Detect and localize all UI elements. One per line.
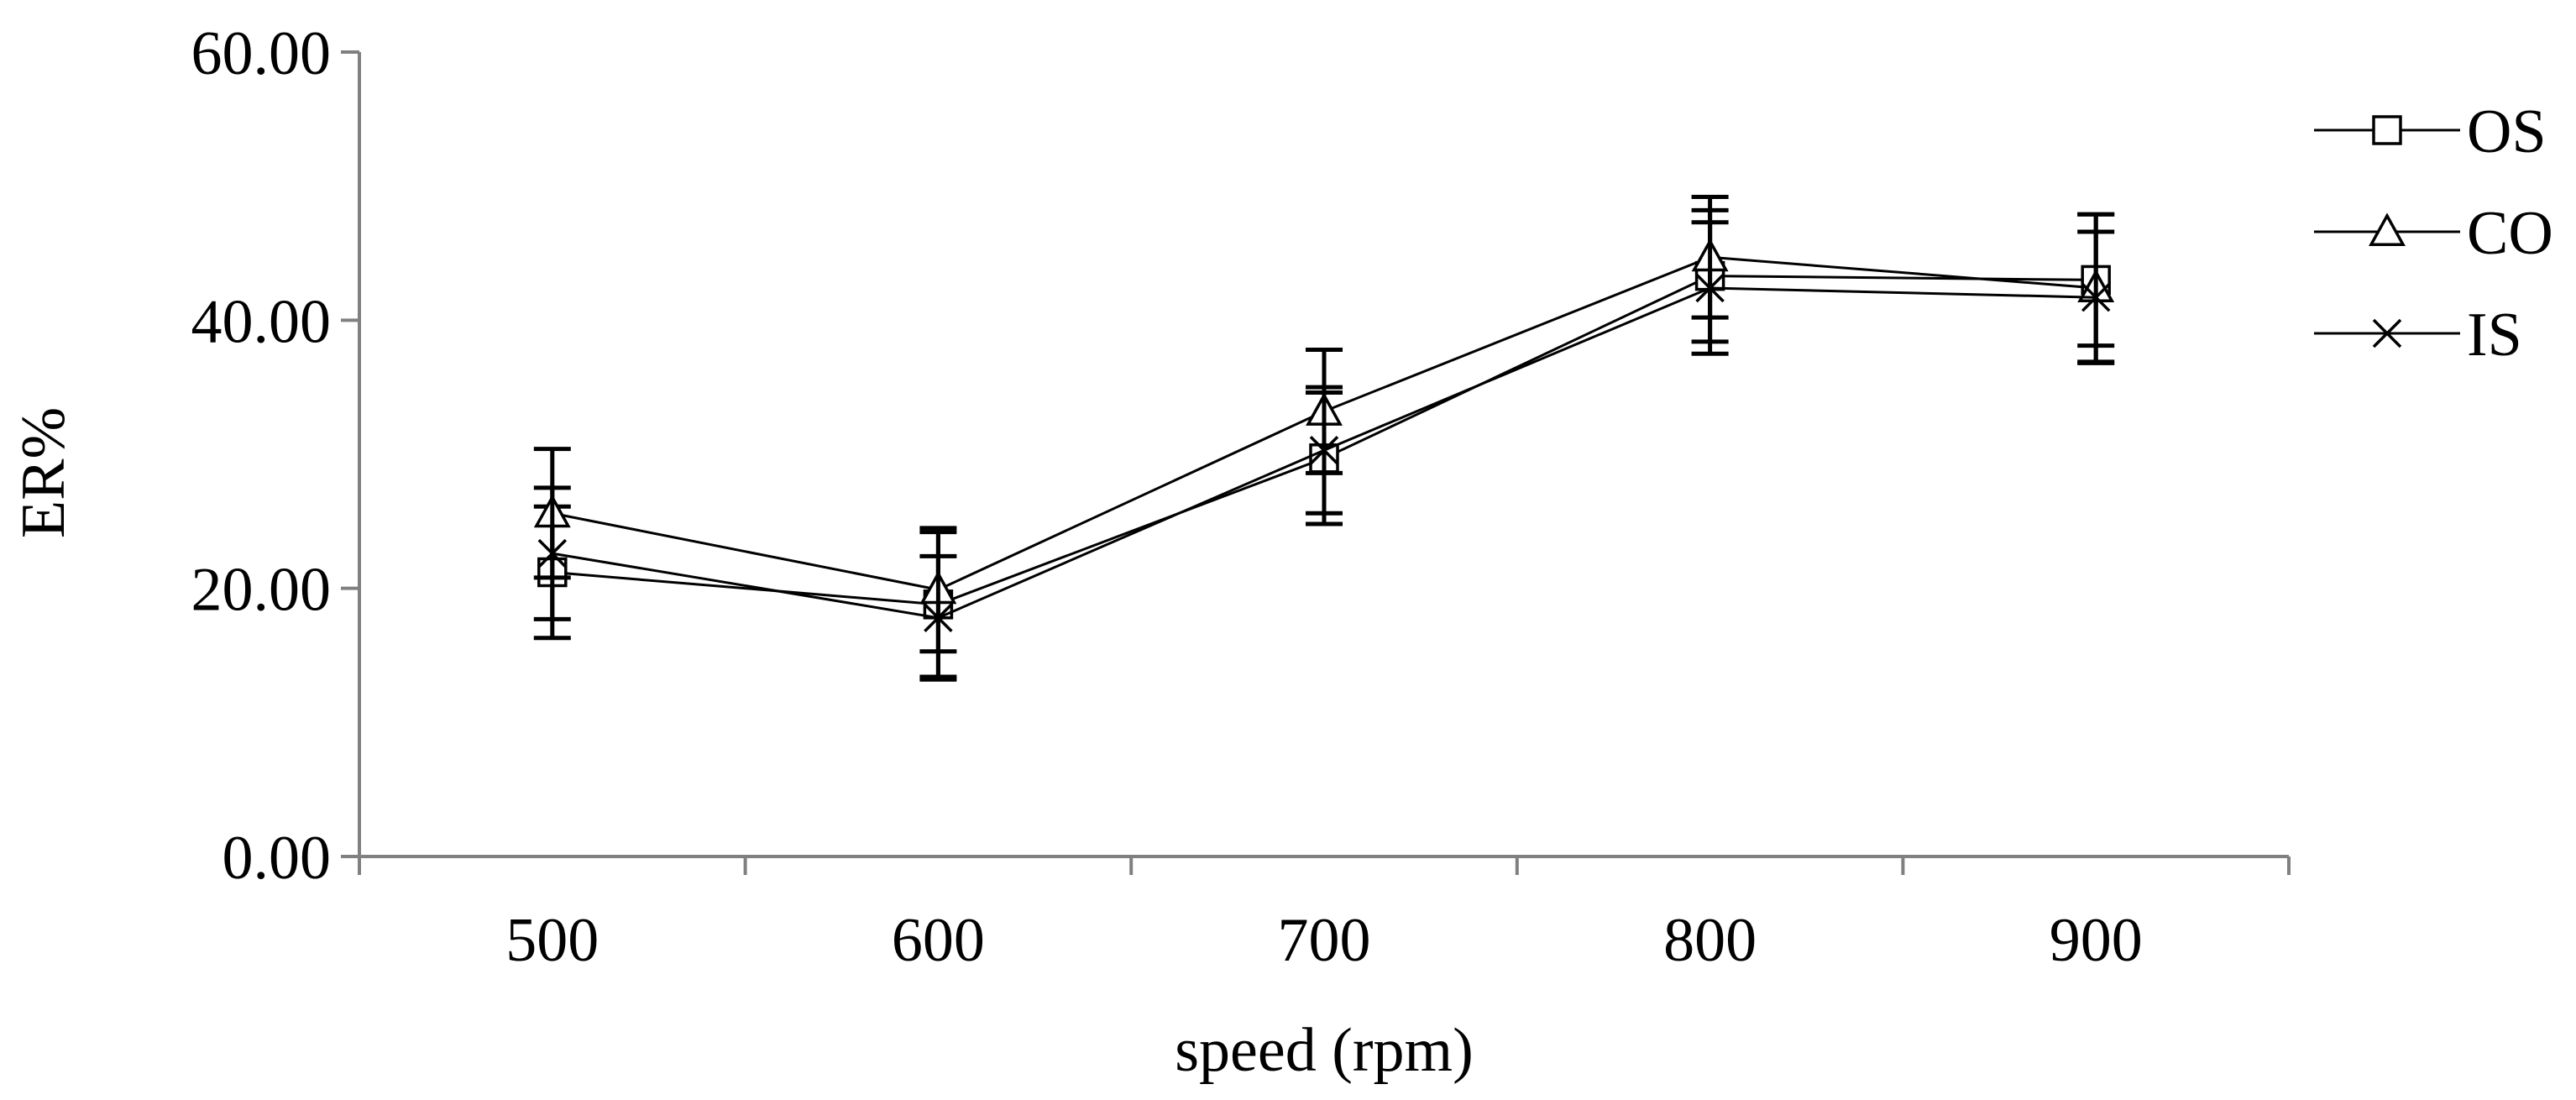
legend-label: CO <box>2467 199 2553 268</box>
x-tick-label: 700 <box>1278 906 1371 975</box>
data-point <box>537 538 568 568</box>
axes: 0.00 20.00 40.00 60.00 500 600 700 800 900 <box>191 19 2291 975</box>
y-axis-title: ER% <box>9 407 78 538</box>
x-tick-label: 800 <box>1663 906 1757 975</box>
data-point <box>1309 435 1339 465</box>
legend-item-CO: CO <box>2314 199 2553 268</box>
y-tick-label: 60.00 <box>191 19 332 88</box>
legend-marker <box>2372 115 2402 145</box>
y-tick-label: 40.00 <box>191 287 332 356</box>
x-tick-label: 900 <box>2050 906 2143 975</box>
y-tick-label: 0.00 <box>223 824 332 893</box>
legend-marker <box>2369 212 2406 246</box>
data-point <box>924 603 953 633</box>
series-IS <box>533 220 2115 682</box>
legend-marker <box>2372 318 2402 348</box>
x-tick-label: 500 <box>505 906 599 975</box>
x-axis-title: speed (rpm) <box>1175 1016 1473 1085</box>
data-point <box>1695 273 1725 303</box>
data-point <box>2081 282 2111 312</box>
series-layer <box>533 194 2115 682</box>
legend-label: IS <box>2467 301 2522 369</box>
x-tick-label: 600 <box>892 906 985 975</box>
legend-label: OS <box>2467 97 2547 166</box>
legend: OS CO IS <box>2314 97 2553 369</box>
legend-item-OS: OS <box>2314 97 2547 166</box>
legend-item-IS: IS <box>2314 301 2522 369</box>
y-tick-label: 20.00 <box>191 556 332 625</box>
